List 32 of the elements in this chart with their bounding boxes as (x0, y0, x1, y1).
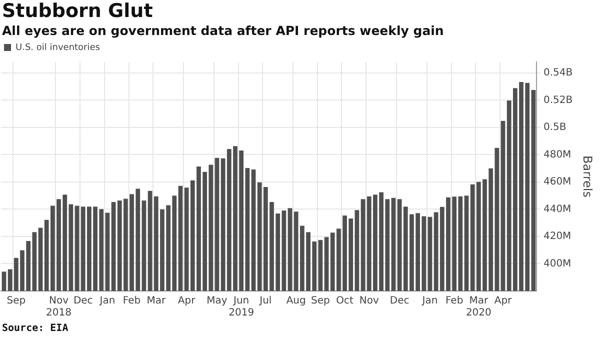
x-tick-label: Jun 2019 (228, 296, 254, 319)
y-tick-label: 480M (543, 149, 572, 160)
y-tick-label: 0.54B (543, 68, 573, 78)
legend-label: U.S. oil inventories (16, 42, 100, 53)
y-tick-label: 440M (543, 204, 572, 215)
x-tick-label: Mar (146, 296, 166, 307)
x-tick-label: Oct (336, 296, 354, 307)
x-tick-label: Apr (494, 296, 513, 307)
x-tick-label: Feb (445, 296, 464, 307)
x-tick-label: Nov (359, 296, 379, 307)
y-tick-label: 0.5B (543, 122, 566, 134)
x-tick-label: Nov 2018 (46, 296, 72, 319)
x-tick-label: Dec (390, 296, 410, 307)
y-axis-title: Barrels (580, 156, 595, 198)
x-tick-label: Jan (98, 296, 116, 307)
x-tick-label: Aug (286, 296, 306, 307)
y-tick-label: 460M (543, 176, 572, 188)
y-tick-label: 0.52B (543, 94, 573, 106)
source-note: Source: EIA (2, 323, 68, 334)
x-tick-label: Jan (421, 296, 438, 307)
x-tick-label: May (206, 296, 228, 307)
x-tick-label: Feb (122, 296, 141, 307)
x-tick-label: Sep (311, 296, 330, 307)
x-tick-label: Mar 2020 (466, 296, 492, 319)
x-tick-label: Sep (6, 296, 26, 307)
chart-subtitle: All eyes are on government data after API reports weekly gain (2, 23, 444, 38)
chart-title: Stubborn Glut (2, 0, 153, 22)
x-tick-label: Apr (178, 296, 196, 307)
y-tick-label: 420M (543, 231, 572, 242)
x-tick-label: Dec (73, 296, 93, 307)
y-tick-label: 400M (543, 258, 572, 270)
x-tick-label: Jul (258, 296, 272, 307)
